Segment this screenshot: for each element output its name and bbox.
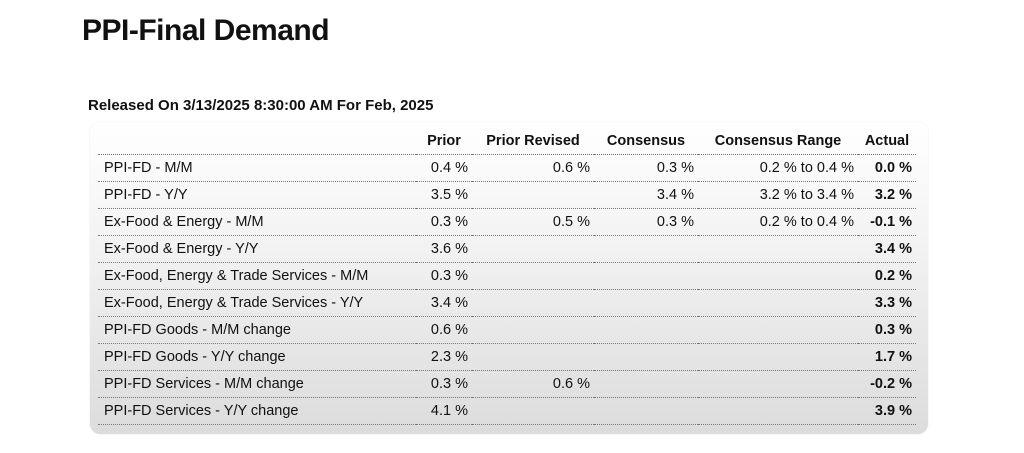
table-row: PPI-FD - Y/Y 3.5 % 3.4 % 3.2 % to 3.4 % 3.2 … (98, 181, 916, 209)
ppi-data-table: Prior Prior Revised Consensus Consensus … (98, 128, 916, 425)
cell-consensus-range: 3.2 % to 3.4 % (698, 181, 858, 209)
row-label: Ex-Food & Energy - Y/Y (98, 235, 416, 263)
cell-prior-revised (472, 235, 594, 263)
table-row: Ex-Food & Energy - Y/Y 3.6 % 3.4 % (98, 235, 916, 263)
cell-actual: 0.2 % (858, 262, 916, 290)
cell-consensus-range (698, 316, 858, 344)
header-prior-revised: Prior Revised (472, 128, 594, 155)
header-consensus: Consensus (594, 128, 698, 155)
cell-actual: 3.4 % (858, 235, 916, 263)
row-label: Ex-Food, Energy & Trade Services - Y/Y (98, 289, 416, 317)
table-row: PPI-FD - M/M 0.4 % 0.6 % 0.3 % 0.2 % to 0.4 … (98, 154, 916, 182)
cell-actual: -0.2 % (858, 370, 916, 398)
table-row: PPI-FD Goods - M/M change 0.6 % 0.3 % (98, 316, 916, 344)
cell-consensus (594, 235, 698, 263)
cell-actual: 0.0 % (858, 154, 916, 182)
row-label: PPI-FD - Y/Y (98, 181, 416, 209)
table-row: Ex-Food, Energy & Trade Services - M/M 0.… (98, 262, 916, 290)
cell-prior-revised: 0.6 % (472, 370, 594, 398)
cell-prior: 4.1 % (416, 397, 472, 425)
row-label: Ex-Food, Energy & Trade Services - M/M (98, 262, 416, 290)
cell-prior-revised: 0.5 % (472, 208, 594, 236)
table-row: PPI-FD Services - M/M change 0.3 % 0.6 % -0… (98, 370, 916, 398)
cell-prior: 3.5 % (416, 181, 472, 209)
row-label: PPI-FD Goods - Y/Y change (98, 343, 416, 371)
cell-consensus-range (698, 262, 858, 290)
row-label: PPI-FD Services - Y/Y change (98, 397, 416, 425)
header-prior: Prior (416, 128, 472, 155)
row-label: PPI-FD Services - M/M change (98, 370, 416, 398)
cell-consensus-range (698, 397, 858, 425)
cell-actual: 0.3 % (858, 316, 916, 344)
table-body: PPI-FD - M/M 0.4 % 0.6 % 0.3 % 0.2 % to 0.4 … (98, 154, 916, 425)
cell-prior-revised (472, 289, 594, 317)
cell-consensus (594, 316, 698, 344)
cell-actual: 3.9 % (858, 397, 916, 425)
cell-actual: 3.2 % (858, 181, 916, 209)
row-label: PPI-FD Goods - M/M change (98, 316, 416, 344)
table-row: Ex-Food, Energy & Trade Services - Y/Y 3.… (98, 289, 916, 317)
header-consensus-range: Consensus Range (698, 128, 858, 155)
cell-prior: 3.6 % (416, 235, 472, 263)
cell-consensus (594, 343, 698, 371)
cell-prior: 2.3 % (416, 343, 472, 371)
cell-prior: 0.6 % (416, 316, 472, 344)
cell-consensus: 0.3 % (594, 208, 698, 236)
cell-prior: 0.3 % (416, 208, 472, 236)
header-label (98, 128, 416, 155)
cell-consensus (594, 397, 698, 425)
release-info: Released On 3/13/2025 8:30:00 AM For Feb… (88, 97, 434, 114)
cell-consensus-range (698, 370, 858, 398)
data-table-card: Prior Prior Revised Consensus Consensus … (90, 122, 928, 434)
row-label: Ex-Food & Energy - M/M (98, 208, 416, 236)
cell-consensus (594, 289, 698, 317)
cell-prior: 3.4 % (416, 289, 472, 317)
table-row: PPI-FD Services - Y/Y change 4.1 % 3.9 % (98, 397, 916, 425)
row-label: PPI-FD - M/M (98, 154, 416, 182)
cell-prior-revised (472, 316, 594, 344)
header-actual: Actual (858, 128, 916, 155)
cell-prior: 0.4 % (416, 154, 472, 182)
table-row: Ex-Food & Energy - M/M 0.3 % 0.5 % 0.3 % 0.2… (98, 208, 916, 236)
cell-consensus-range: 0.2 % to 0.4 % (698, 154, 858, 182)
table-header-row: Prior Prior Revised Consensus Consensus … (98, 128, 916, 155)
cell-prior-revised (472, 343, 594, 371)
cell-prior-revised (472, 262, 594, 290)
cell-consensus (594, 262, 698, 290)
cell-consensus-range (698, 289, 858, 317)
cell-prior-revised (472, 181, 594, 209)
cell-actual: -0.1 % (858, 208, 916, 236)
cell-actual: 1.7 % (858, 343, 916, 371)
cell-prior: 0.3 % (416, 262, 472, 290)
cell-consensus (594, 370, 698, 398)
page-title: PPI-Final Demand (82, 14, 330, 47)
cell-prior-revised: 0.6 % (472, 154, 594, 182)
cell-consensus: 3.4 % (594, 181, 698, 209)
cell-actual: 3.3 % (858, 289, 916, 317)
cell-consensus-range (698, 343, 858, 371)
cell-consensus-range: 0.2 % to 0.4 % (698, 208, 858, 236)
table-row: PPI-FD Goods - Y/Y change 2.3 % 1.7 % (98, 343, 916, 371)
cell-prior-revised (472, 397, 594, 425)
cell-consensus-range (698, 235, 858, 263)
cell-prior: 0.3 % (416, 370, 472, 398)
cell-consensus: 0.3 % (594, 154, 698, 182)
